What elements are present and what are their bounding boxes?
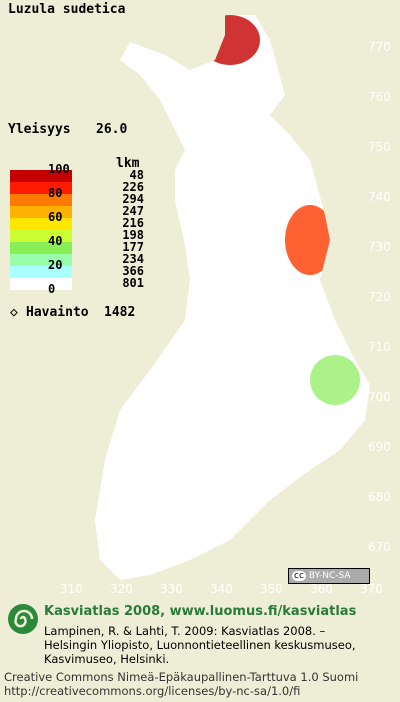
legend-count: 234	[122, 252, 144, 266]
legend-count: 366	[122, 264, 144, 278]
frequency-label: Yleisyys	[8, 122, 71, 137]
x-axis-label: 370	[360, 582, 383, 596]
y-axis-label: 740	[368, 190, 391, 204]
legend-swatch	[10, 170, 72, 182]
legend-count: 177	[122, 240, 144, 254]
legend-scale-label: 20	[48, 258, 63, 272]
legend-scale-label: 80	[48, 186, 63, 200]
legend-swatch	[10, 230, 72, 242]
x-axis-label: 350	[260, 582, 283, 596]
legend-count: 247	[122, 204, 144, 218]
x-axis-label: 340	[210, 582, 233, 596]
legend-count: 294	[122, 192, 144, 206]
license-line: Creative Commons Nimeä-Epäkaupallinen-Ta…	[4, 670, 359, 684]
footer-heading: Kasviatlas 2008, www.luomus.fi/kasviatla…	[44, 604, 357, 619]
license-line: http://creativecommons.org/licenses/by-n…	[4, 684, 301, 698]
y-axis-label: 670	[368, 540, 391, 554]
y-axis-label: 750	[368, 140, 391, 154]
species-title: Luzula sudetica	[8, 2, 126, 17]
license-badge: cc BY-NC-SA	[288, 568, 370, 584]
legend-swatch	[10, 206, 72, 218]
y-axis-label: 770	[368, 40, 391, 54]
legend-swatch	[10, 278, 72, 290]
legend-count: 198	[122, 228, 144, 242]
legend-swatch	[10, 194, 72, 206]
logo	[8, 604, 38, 634]
legend-count: 48	[129, 168, 144, 182]
observation-count: 1482	[104, 305, 136, 320]
legend-scale-label: 40	[48, 234, 63, 248]
y-axis-label: 690	[368, 440, 391, 454]
y-axis-label: 760	[368, 90, 391, 104]
x-axis-label: 330	[160, 582, 183, 596]
citation-line: Helsingin Yliopisto, Luonnontieteellinen…	[44, 638, 356, 652]
legend-swatch	[10, 254, 72, 266]
legend-swatch	[10, 182, 72, 194]
legend-scale-label: 100	[48, 162, 70, 176]
legend-scale-label: 60	[48, 210, 63, 224]
legend-swatch	[10, 218, 72, 230]
legend-scale-label: 0	[48, 282, 56, 296]
frequency-value: 26.0	[96, 122, 128, 137]
license-badge-text: BY-NC-SA	[308, 571, 351, 581]
y-axis-label: 720	[368, 290, 391, 304]
legend-count: 801	[122, 276, 144, 290]
observation-icon: ◇	[10, 305, 18, 320]
x-axis-label: 320	[110, 582, 133, 596]
observation-label: Havainto	[26, 305, 89, 320]
y-axis-label: 680	[368, 490, 391, 504]
y-axis-label: 700	[368, 390, 391, 404]
legend-count: 226	[122, 180, 144, 194]
map-area	[95, 15, 370, 580]
map	[95, 15, 370, 580]
y-axis-label: 710	[368, 340, 391, 354]
citation-line: Kasvimuseo, Helsinki.	[44, 652, 170, 666]
count-header: lkm	[116, 156, 140, 171]
legend-swatch	[10, 242, 72, 254]
citation-line: Lampinen, R. & Lahti, T. 2009: Kasviatla…	[44, 624, 326, 638]
y-axis-label: 730	[368, 240, 391, 254]
x-axis-label: 310	[60, 582, 83, 596]
legend-count: 216	[122, 216, 144, 230]
x-axis-label: 360	[310, 582, 333, 596]
legend-swatch	[10, 266, 72, 278]
